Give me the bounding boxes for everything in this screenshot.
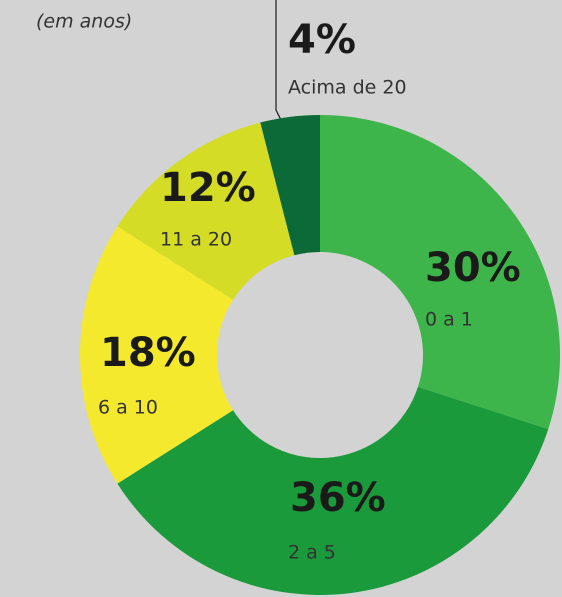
- value-label: 12%: [160, 165, 256, 211]
- slice: [320, 115, 560, 430]
- category-label: 6 a 10: [98, 397, 158, 419]
- slice: [117, 386, 549, 595]
- slice: [117, 122, 295, 300]
- category-label: 2 a 5: [288, 542, 336, 564]
- category-label: Acima de 20: [288, 77, 407, 99]
- category-label: 0 a 1: [425, 309, 473, 331]
- chart-subtitle: (em anos): [36, 11, 132, 33]
- value-label: 18%: [100, 330, 196, 376]
- slice: [80, 226, 234, 484]
- value-label: 30%: [425, 245, 521, 291]
- category-label: 11 a 20: [160, 229, 232, 251]
- slice: [260, 115, 320, 256]
- value-label: 36%: [290, 475, 386, 521]
- value-label: 4%: [288, 17, 356, 63]
